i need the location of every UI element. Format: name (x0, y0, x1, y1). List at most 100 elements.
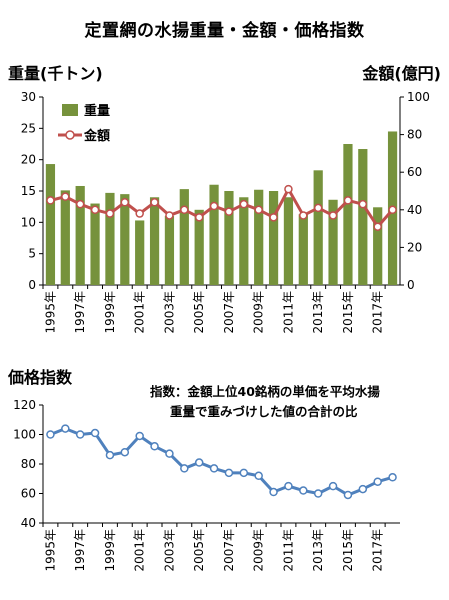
weight-bar (179, 189, 189, 285)
weight-bar (164, 216, 175, 285)
amount-point (328, 211, 338, 220)
weight-bar (358, 149, 368, 285)
amount-point (46, 196, 55, 205)
price-index-point (373, 477, 382, 486)
legend-amount-label: 金額 (83, 128, 110, 144)
price-index-point (254, 471, 263, 481)
left-tick-label: 25 (21, 121, 36, 135)
right-tick-label: 60 (407, 165, 422, 179)
amount-point (239, 199, 249, 209)
amount-point (61, 192, 70, 201)
amount-point (254, 205, 263, 215)
right-tick-label: 40 (407, 203, 422, 217)
x-tick-label: 2009年 (252, 291, 266, 334)
index-tick-label: 40 (21, 516, 36, 530)
price-index-point (313, 489, 323, 498)
x-tick-label: 2017年 (371, 291, 385, 334)
amount-point (105, 209, 115, 218)
right-tick-label: 20 (407, 240, 422, 254)
price-index-point (46, 430, 55, 439)
weight-bar (105, 192, 115, 285)
amount-point (180, 205, 189, 215)
price-index-point (150, 442, 159, 451)
weight-bar (149, 197, 160, 285)
x-tick-label: 2011年 (281, 291, 295, 334)
left-tick-label: 30 (21, 90, 36, 104)
page-title: 定置網の水揚重量・金額・価格指数 (84, 21, 365, 41)
index-x-tick-label: 2005年 (192, 529, 206, 572)
price-index-point (194, 458, 204, 467)
amount-point (299, 211, 308, 220)
price-index-point (75, 430, 85, 439)
right-tick-label: 0 (407, 278, 415, 292)
price-index-point (165, 449, 174, 458)
legend-amount-marker (65, 130, 75, 140)
amount-point (150, 198, 159, 207)
index-x-tick-label: 2017年 (371, 529, 385, 572)
amount-point (373, 222, 382, 231)
amount-point (135, 209, 144, 218)
legend-weight-swatch (62, 104, 78, 116)
price-index-point (120, 447, 130, 457)
x-tick-label: 2013年 (311, 291, 325, 334)
price-index-point (299, 486, 308, 495)
left-tick-label: 20 (21, 153, 36, 167)
x-tick-label: 1999年 (103, 291, 117, 334)
amount-point (343, 196, 353, 205)
x-tick-label: 2005年 (192, 291, 206, 334)
annotation-line-2: 重量で重みづけした値の合計の比 (170, 404, 358, 419)
weight-bar (75, 185, 85, 285)
price-index-point (180, 464, 189, 473)
price-index-point (269, 487, 278, 497)
weight-bar (373, 207, 383, 285)
price-index-point (239, 468, 249, 478)
amount-point (269, 213, 278, 222)
price-index-point (358, 484, 368, 494)
price-index-point (224, 468, 234, 478)
amount-point (194, 213, 204, 222)
index-tick-label: 60 (21, 487, 36, 501)
price-index-axis-label: 価格指数 (8, 368, 73, 387)
index-x-tick-label: 1999年 (103, 529, 117, 572)
weight-bar (135, 220, 145, 285)
price-index-point (135, 431, 144, 441)
price-index-point (90, 428, 100, 438)
weight-bar (60, 190, 70, 285)
price-index-line (49, 427, 393, 497)
index-x-tick-label: 2009年 (252, 529, 266, 572)
legend-weight-label: 重量 (84, 103, 110, 119)
left-tick-label: 15 (21, 184, 36, 198)
weight-bar (45, 164, 56, 285)
amount-point (388, 205, 397, 215)
right-axis-unit-label: 金額(億円) (362, 64, 441, 83)
price-index-point (284, 481, 293, 491)
weight-bar (283, 197, 294, 285)
price-index-point (328, 481, 338, 491)
weight-bar (268, 191, 279, 285)
annotation-line-1: 指数：金額上位40銘柄の単価を平均水揚 (150, 384, 380, 399)
price-index-point (209, 464, 219, 473)
weight-bar (313, 170, 323, 285)
left-tick-label: 0 (28, 278, 36, 292)
weight-bar (328, 199, 338, 285)
x-tick-label: 2007年 (222, 291, 236, 334)
left-tick-label: 10 (21, 215, 36, 229)
index-x-tick-label: 2013年 (311, 529, 325, 572)
x-tick-label: 2001年 (133, 291, 147, 334)
amount-point (284, 184, 293, 194)
amount-point (209, 201, 219, 211)
amount-point (165, 211, 174, 220)
right-tick-label: 100 (407, 90, 430, 104)
amount-point (224, 207, 234, 216)
x-tick-label: 1997年 (73, 291, 87, 334)
index-x-tick-label: 2015年 (341, 529, 355, 572)
index-x-tick-label: 2007年 (222, 529, 236, 572)
x-tick-label: 1995年 (43, 291, 57, 334)
index-tick-label: 120 (13, 398, 36, 412)
left-axis-unit-label: 重量(千トン) (8, 64, 103, 83)
index-tick-label: 80 (21, 457, 36, 471)
index-x-tick-label: 1995年 (43, 529, 57, 572)
weight-bar (90, 203, 100, 285)
weight-bar (120, 194, 130, 285)
